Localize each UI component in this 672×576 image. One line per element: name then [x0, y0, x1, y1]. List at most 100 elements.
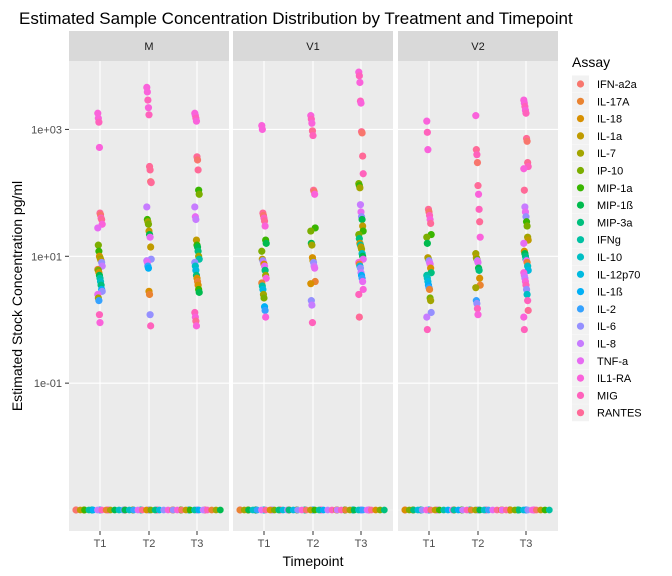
- legend-key-marker: [576, 201, 585, 209]
- data-point: [95, 311, 104, 319]
- legend-key-marker: [576, 166, 585, 175]
- data-point: [308, 119, 316, 127]
- legend-label: MIP-1ß: [597, 200, 633, 212]
- data-point: [147, 322, 155, 330]
- data-point: [146, 166, 154, 174]
- data-point: [359, 170, 367, 178]
- data-point: [520, 325, 528, 334]
- data-point: [356, 78, 364, 87]
- data-point: [523, 137, 531, 145]
- legend-key-marker: [576, 374, 585, 382]
- legend-label: RANTES: [597, 408, 642, 420]
- data-point: [147, 243, 155, 251]
- legend-key-marker: [576, 322, 585, 330]
- facet-strip-label: V1: [306, 41, 319, 53]
- data-point: [356, 184, 364, 192]
- data-point: [146, 233, 154, 241]
- legend-item: IFN-a2a: [572, 75, 638, 93]
- data-point: [94, 241, 102, 249]
- data-point: [424, 146, 432, 154]
- x-tick-label: T1: [423, 538, 436, 550]
- legend-item: IL-6: [572, 317, 616, 335]
- x-tick-label: T2: [307, 538, 320, 550]
- data-point: [523, 222, 531, 230]
- data-point: [423, 128, 431, 136]
- legend-key-marker: [576, 80, 585, 88]
- facet-strip: [233, 31, 393, 61]
- data-point: [144, 220, 153, 228]
- data-point: [95, 118, 103, 126]
- x-tick-label: T3: [355, 538, 368, 550]
- series-V2-T2: [450, 112, 505, 514]
- legend-key-marker: [576, 132, 585, 140]
- legend-key-marker: [576, 305, 585, 313]
- data-point: [359, 285, 367, 294]
- legend-item: IL-12p70: [572, 265, 640, 283]
- data-point: [144, 264, 153, 272]
- legend-item: IFNg: [572, 231, 621, 249]
- data-point: [359, 277, 367, 286]
- data-point: [522, 109, 530, 117]
- legend-key-marker: [576, 288, 585, 296]
- data-point: [423, 233, 431, 241]
- x-tick-label: T3: [191, 538, 204, 550]
- data-point: [143, 203, 151, 211]
- data-point: [474, 182, 482, 190]
- data-point: [357, 99, 365, 107]
- data-point: [520, 165, 528, 173]
- legend-label: IFN-a2a: [597, 79, 638, 91]
- legend-title: Assay: [572, 54, 610, 70]
- data-point: [143, 88, 151, 96]
- series-V1-T1: [236, 121, 291, 514]
- data-point: [524, 306, 532, 315]
- data-point: [474, 311, 482, 319]
- data-point: [307, 227, 315, 235]
- data-point: [545, 506, 553, 514]
- legend-key-marker: [576, 253, 585, 261]
- data-point: [308, 319, 317, 327]
- data-point: [427, 219, 435, 227]
- data-point: [145, 290, 154, 299]
- data-point: [473, 151, 481, 159]
- legend-key-marker: [576, 184, 585, 192]
- legend-item: IL-1ß: [572, 283, 623, 301]
- data-point: [191, 203, 199, 211]
- data-point: [261, 222, 269, 230]
- legend-label: IL-1a: [597, 131, 623, 143]
- data-point: [472, 112, 480, 120]
- facet-strip-label: M: [144, 41, 153, 53]
- legend-label: MIP-3a: [597, 217, 633, 229]
- legend-key-marker: [576, 270, 585, 278]
- series-V1-T2: [285, 112, 340, 514]
- data-point: [147, 179, 155, 187]
- legend-item: MIP-3a: [572, 213, 633, 231]
- facet-strip-label: V2: [471, 41, 484, 53]
- data-point: [307, 280, 315, 288]
- data-point: [258, 125, 266, 134]
- legend-key-marker: [576, 97, 585, 105]
- data-point: [423, 239, 431, 247]
- x-tick-label: T2: [143, 538, 156, 550]
- data-point: [523, 290, 531, 299]
- legend-key-marker: [576, 391, 585, 399]
- data-point: [423, 313, 431, 321]
- series-M-T1: [72, 109, 127, 514]
- data-point: [311, 190, 319, 198]
- data-point: [475, 205, 483, 213]
- data-point: [476, 233, 484, 241]
- legend-label: IL-8: [597, 339, 616, 351]
- data-point: [192, 322, 201, 330]
- data-point: [95, 297, 103, 305]
- legend-item: IL-8: [572, 335, 616, 352]
- data-point: [476, 218, 484, 226]
- data-point: [95, 143, 104, 152]
- data-point: [144, 96, 152, 104]
- data-point: [262, 274, 270, 282]
- x-tick-label: T1: [258, 538, 271, 550]
- data-point: [520, 239, 528, 247]
- legend-item: IL-1a: [572, 127, 623, 145]
- legend-label: IL-12p70: [597, 269, 640, 281]
- data-point: [193, 156, 202, 164]
- data-point: [423, 117, 431, 125]
- data-point: [359, 152, 367, 160]
